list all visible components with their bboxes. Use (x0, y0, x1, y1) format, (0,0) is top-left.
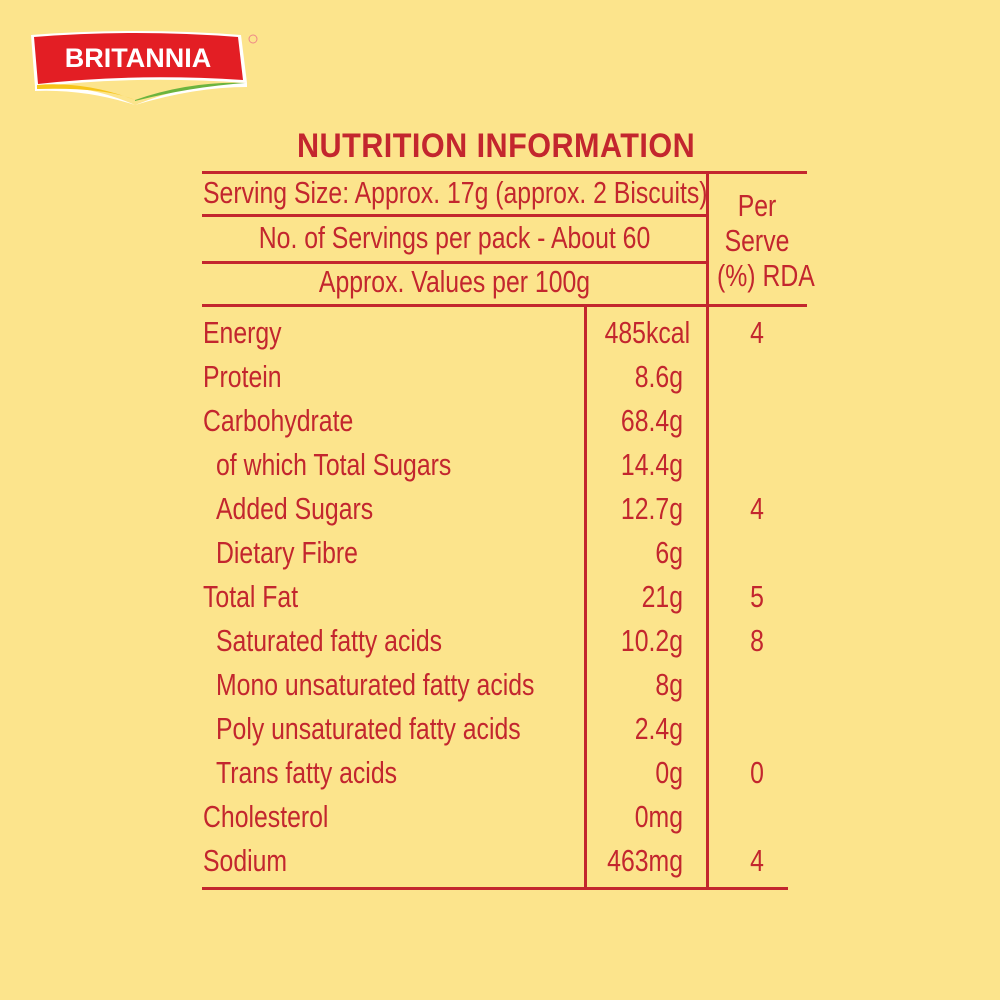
nutrient-value: 8.6g (634, 359, 683, 394)
nutrient-name: Total Fat (203, 579, 299, 614)
nutrient-value: 14.4g (620, 447, 683, 482)
nutrient-name: Carbohydrate (203, 403, 354, 438)
britannia-logo: BRITANNIA (25, 25, 260, 105)
nutrient-name: Sodium (203, 843, 288, 878)
nutrient-name: Mono unsaturated fatty acids (216, 667, 535, 702)
nutrition-title: NUTRITION INFORMATION (297, 127, 696, 165)
nutrient-name: Trans fatty acids (216, 755, 398, 790)
nutrient-value: 2.4g (634, 711, 683, 746)
nutrient-value: 10.2g (620, 623, 683, 658)
nutrient-value: 8g (655, 667, 683, 702)
nutrient-name: Dietary Fibre (216, 535, 358, 570)
nutrient-value: 21g (641, 579, 683, 614)
nutrient-name: Poly unsaturated fatty acids (216, 711, 521, 746)
serving-size: Serving Size: Approx. 17g (approx. 2 Bis… (203, 175, 708, 210)
nutrient-name: Energy (203, 315, 282, 350)
nutrient-value: 485kcal (604, 315, 691, 350)
nutrient-value: 6g (655, 535, 683, 570)
svg-text:BRITANNIA: BRITANNIA (65, 43, 211, 73)
nutrient-rda: 5 (750, 579, 764, 614)
values-basis: Approx. Values per 100g (318, 264, 591, 299)
rda-header-2: Serve (724, 223, 790, 258)
servings-per-pack: No. of Servings per pack - About 60 (258, 220, 651, 255)
rda-header-3: (%) RDA (717, 258, 815, 293)
nutrient-rda: 0 (750, 755, 764, 790)
nutrient-rda: 4 (750, 491, 764, 526)
nutrient-value: 0g (655, 755, 683, 790)
nutrient-rda: 4 (750, 843, 764, 878)
nutrient-value: 68.4g (620, 403, 683, 438)
nutrient-rda: 4 (750, 315, 764, 350)
nutrient-name: Cholesterol (203, 799, 329, 834)
nutrient-value: 463mg (607, 843, 683, 878)
nutrient-value: 12.7g (620, 491, 683, 526)
nutrient-name: of which Total Sugars (216, 447, 452, 482)
nutrient-rda: 8 (750, 623, 764, 658)
nutrient-name: Protein (203, 359, 282, 394)
rda-header-1: Per (737, 188, 777, 223)
nutrient-name: Saturated fatty acids (216, 623, 443, 658)
nutrient-value: 0mg (634, 799, 683, 834)
nutrient-name: Added Sugars (216, 491, 374, 526)
